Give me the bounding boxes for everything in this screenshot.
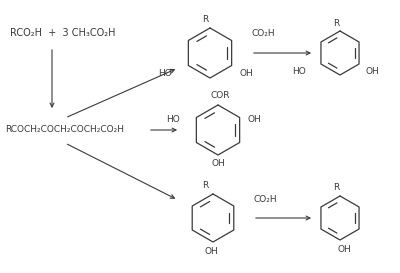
Text: R: R <box>202 182 208 191</box>
Text: HO: HO <box>166 115 180 124</box>
Text: R: R <box>333 19 339 28</box>
Text: OH: OH <box>240 69 254 78</box>
Text: OH: OH <box>204 247 218 256</box>
Text: R: R <box>333 183 339 192</box>
Text: R: R <box>202 14 208 23</box>
Text: OH: OH <box>366 67 380 76</box>
Text: OH: OH <box>248 115 262 124</box>
Text: OH: OH <box>337 245 351 254</box>
Text: CO₂H: CO₂H <box>252 28 276 37</box>
Text: RCOCH₂COCH₂COCH₂CO₂H: RCOCH₂COCH₂COCH₂CO₂H <box>5 126 124 135</box>
Text: RCO₂H  +  3 CH₃CO₂H: RCO₂H + 3 CH₃CO₂H <box>10 28 116 38</box>
Text: HO: HO <box>292 67 306 76</box>
Text: OH: OH <box>211 159 225 168</box>
Text: COR: COR <box>210 91 230 100</box>
Text: CO₂H: CO₂H <box>253 195 277 204</box>
Text: HO: HO <box>158 69 172 78</box>
